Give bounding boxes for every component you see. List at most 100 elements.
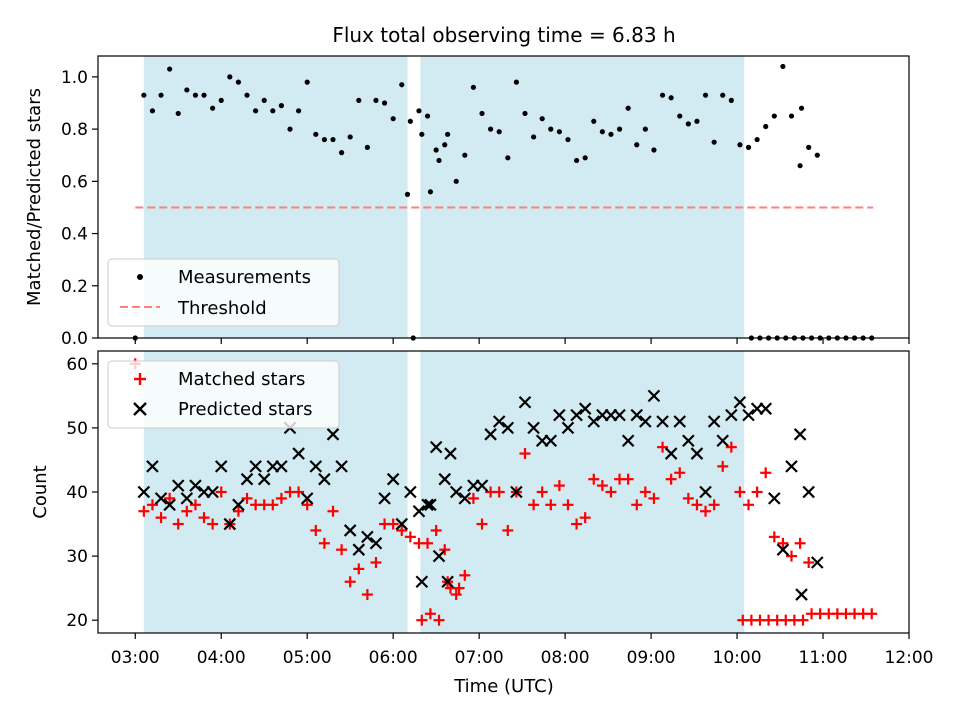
predicted-star-point: [415, 575, 429, 589]
matched-star-point: [476, 518, 488, 530]
measurement-point: [711, 139, 717, 145]
predicted-star-point: [378, 492, 391, 505]
predicted-stars-series: [137, 389, 824, 601]
measurement-point: [427, 189, 434, 195]
y-tick-label: 0.6: [61, 172, 88, 192]
measurement-point: [175, 110, 181, 117]
matched-star-point: [327, 505, 339, 517]
predicted-star-point: [326, 428, 340, 441]
matched-star-point: [866, 608, 878, 620]
shaded-interval: [420, 351, 745, 633]
predicted-star-point: [424, 498, 437, 512]
predicted-star-point: [811, 556, 824, 569]
matched-star-point: [502, 524, 514, 536]
matched-star-point: [691, 499, 703, 511]
predicted-star-point: [412, 504, 426, 518]
measurement-point: [419, 131, 425, 137]
predicted-star-point: [240, 472, 254, 486]
predicted-star-point: [395, 517, 409, 531]
measurement-point: [347, 134, 353, 140]
matched-star-point: [353, 563, 365, 575]
measurement-point: [505, 155, 511, 161]
matched-star-point: [725, 441, 737, 453]
legend-measurements-marker: [137, 274, 143, 280]
measurement-point: [330, 136, 336, 143]
predicted-star-point: [343, 524, 357, 537]
predicted-star-point: [630, 408, 644, 422]
legend-matched-label: Matched stars: [178, 369, 305, 390]
predicted-star-point: [369, 536, 383, 550]
matched-star-point: [424, 608, 436, 620]
matched-star-point: [146, 499, 158, 511]
measurement-point: [771, 113, 777, 119]
measurement-point: [728, 97, 734, 103]
measurement-point: [608, 131, 614, 137]
matched-star-point: [743, 499, 755, 511]
measurement-point: [556, 129, 562, 135]
measurement-point: [141, 92, 147, 98]
matched-star-point: [439, 544, 451, 556]
top-y-ticks: 0.0 0.2 0.4 0.6 0.8 1.0: [61, 68, 98, 349]
predicted-star-point: [361, 530, 374, 544]
measurement-point: [488, 126, 494, 132]
predicted-star-point: [492, 415, 506, 428]
y-tick-label: 0.2: [61, 277, 88, 297]
measurement-point: [424, 113, 431, 119]
measurement-point: [253, 108, 259, 114]
predicted-star-point: [449, 485, 463, 499]
matched-star-point: [528, 499, 540, 511]
predicted-star-point: [570, 408, 583, 422]
y-tick-label: 20: [66, 611, 88, 631]
matched-star-point: [734, 486, 746, 498]
bottom-panel: 20 30 40 50 60 03:00 04:00 05:00 06:00 07:00 08:0…: [30, 350, 934, 697]
predicted-star-point: [776, 543, 790, 556]
predicted-star-point: [759, 402, 772, 415]
predicted-star-point: [214, 460, 228, 473]
measurement-point: [244, 92, 250, 98]
predicted-star-point: [438, 472, 452, 486]
matched-star-point: [605, 486, 617, 498]
matched-star-point: [562, 499, 574, 511]
y-tick-label: 0.4: [61, 225, 88, 245]
matched-star-point: [318, 537, 330, 549]
predicted-star-point: [733, 395, 747, 409]
predicted-star-point: [553, 408, 566, 422]
measurement-point: [780, 63, 786, 70]
measurement-point: [797, 163, 803, 169]
matched-star-point: [596, 480, 608, 492]
y-tick-label: 0.0: [61, 329, 88, 349]
measurement-point: [407, 118, 413, 124]
predicted-star-point: [180, 492, 194, 505]
matched-star-point: [545, 499, 557, 511]
matched-star-point: [293, 486, 305, 498]
measurement-point: [390, 116, 396, 122]
predicted-star-point: [510, 485, 523, 499]
measurement-point: [659, 92, 666, 98]
y-tick-label: 1.0: [61, 68, 88, 88]
predicted-star-point: [421, 498, 434, 512]
legend-matched-marker: [134, 373, 146, 385]
top-plot-frame: [97, 55, 910, 339]
measurement-point: [798, 105, 805, 111]
matched-star-point: [396, 524, 408, 536]
matched-star-point: [453, 582, 465, 594]
measurement-point: [496, 129, 502, 135]
predicted-star-point: [352, 543, 366, 556]
predicted-star-point: [137, 485, 151, 499]
matched-star-point: [370, 557, 382, 568]
matched-star-point: [665, 473, 677, 485]
matched-star-point: [433, 614, 445, 626]
matched-star-point: [777, 537, 789, 549]
predicted-star-point: [699, 485, 712, 499]
measurement-point: [702, 92, 709, 98]
matched-star-point: [639, 486, 651, 498]
matched-star-point: [760, 467, 772, 479]
matched-star-point: [138, 505, 150, 517]
top-legend-box: [107, 258, 340, 327]
measurement-point: [737, 142, 743, 148]
measurement-point: [416, 108, 422, 114]
legend-threshold-label: Threshold: [177, 298, 267, 319]
predicted-star-point: [613, 408, 626, 422]
matched-star-point: [198, 512, 210, 524]
measurement-point: [694, 118, 700, 124]
